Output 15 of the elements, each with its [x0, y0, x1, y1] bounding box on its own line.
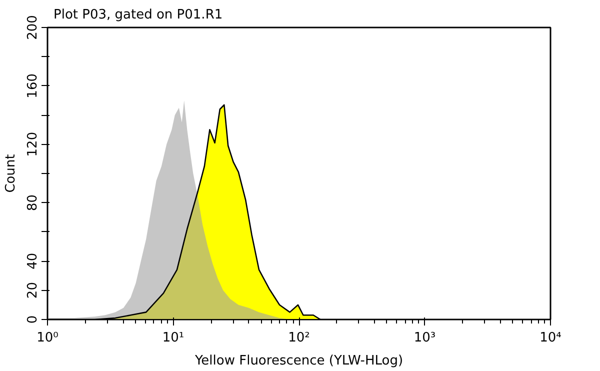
y-tick-label: 40	[26, 252, 40, 270]
y-tick-label: 160	[26, 73, 40, 98]
x-axis-title: Yellow Fluorescence (YLW-HLog)	[194, 354, 404, 368]
x-tick-label: 10²	[288, 330, 310, 346]
y-tick-label: 20	[26, 282, 40, 299]
y-tick-label: 200	[26, 15, 40, 40]
x-tick-label: 10³	[414, 330, 436, 346]
x-tick-label: 10¹	[162, 330, 184, 346]
x-tick-label: 10⁴	[540, 330, 562, 346]
y-tick-label: 0	[26, 315, 40, 324]
chart-title: Plot P03, gated on P01.R1	[54, 8, 223, 22]
y-tick-label: 80	[26, 194, 40, 211]
y-axis-title: Count	[4, 154, 18, 193]
x-tick-label: 10⁰	[36, 330, 58, 346]
y-tick-label: 120	[26, 132, 40, 157]
